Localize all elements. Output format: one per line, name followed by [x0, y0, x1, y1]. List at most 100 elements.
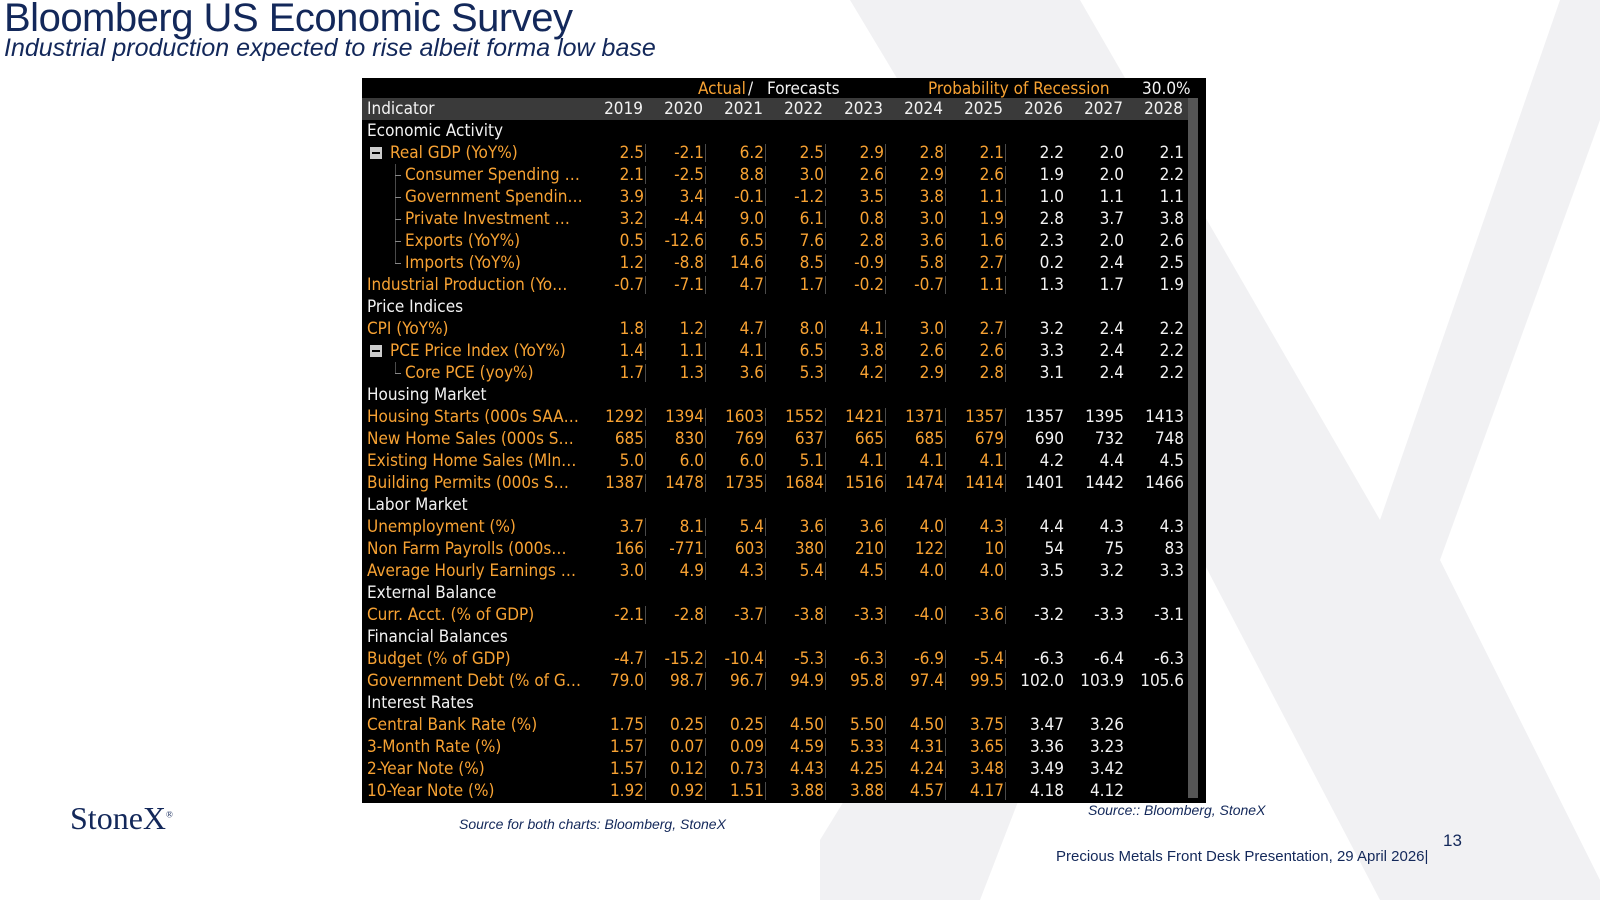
- value-cell: 75: [1104, 539, 1124, 559]
- tree-line: [395, 252, 396, 263]
- header-bg: [362, 98, 1188, 120]
- value-cell: 1413: [1145, 407, 1184, 427]
- column-separator: [1005, 320, 1006, 338]
- value-cell: 4.57: [909, 781, 944, 801]
- value-cell: 0.25: [729, 715, 764, 735]
- column-separator: [765, 188, 766, 206]
- value-cell: 603: [734, 539, 764, 559]
- value-cell: 3.42: [1089, 759, 1124, 779]
- column-separator: [765, 254, 766, 272]
- value-cell: 3.0: [919, 319, 944, 339]
- column-separator: [945, 672, 946, 690]
- row-label: Budget (% of GDP): [367, 649, 511, 669]
- value-cell: -3.8: [794, 605, 824, 625]
- tree-line: [395, 263, 401, 264]
- column-separator: [825, 320, 826, 338]
- row-label: Curr. Acct. (% of GDP): [367, 605, 535, 625]
- value-cell: 1603: [725, 407, 764, 427]
- column-separator: [1005, 760, 1006, 778]
- value-cell: 3.6: [919, 231, 944, 251]
- value-cell: 8.1: [679, 517, 704, 537]
- value-cell: 4.50: [789, 715, 824, 735]
- column-separator: [705, 320, 706, 338]
- value-cell: 102.0: [1020, 671, 1064, 691]
- value-cell: 1.1: [1099, 187, 1124, 207]
- value-cell: 1.1: [979, 187, 1004, 207]
- section-header: External Balance: [367, 583, 497, 603]
- value-cell: 2.8: [1039, 209, 1064, 229]
- column-separator: [825, 430, 826, 448]
- value-cell: 3.48: [969, 759, 1004, 779]
- column-separator: [945, 166, 946, 184]
- column-separator: [765, 716, 766, 734]
- column-header: 2020: [664, 99, 703, 119]
- column-separator: [1005, 738, 1006, 756]
- column-separator: [765, 452, 766, 470]
- value-cell: 4.31: [909, 737, 944, 757]
- value-cell: 4.1: [739, 341, 764, 361]
- column-separator: [825, 144, 826, 162]
- value-cell: 0.25: [669, 715, 704, 735]
- tree-line: [395, 175, 401, 176]
- value-cell: 1.1: [1159, 187, 1184, 207]
- value-cell: 4.2: [859, 363, 884, 383]
- value-cell: 1414: [965, 473, 1004, 493]
- value-cell: 2.2: [1039, 143, 1064, 163]
- value-cell: -0.9: [854, 253, 884, 273]
- column-separator: [645, 650, 646, 668]
- value-cell: 380: [794, 539, 824, 559]
- value-cell: 3.6: [799, 517, 824, 537]
- scrollbar: [1188, 98, 1198, 798]
- value-cell: -7.1: [674, 275, 704, 295]
- value-cell: 1.1: [679, 341, 704, 361]
- column-separator: [885, 474, 886, 492]
- value-cell: 3.8: [859, 341, 884, 361]
- tree-line: [395, 373, 401, 374]
- column-separator: [825, 166, 826, 184]
- value-cell: 1357: [1025, 407, 1064, 427]
- column-separator: [765, 210, 766, 228]
- column-separator: [1005, 562, 1006, 580]
- column-separator: [645, 606, 646, 624]
- row-label: Existing Home Sales (Mln…: [367, 451, 577, 471]
- tree-line: [395, 219, 401, 220]
- tree-line: [395, 241, 401, 242]
- source-note: Source for both charts: Bloomberg, Stone…: [459, 816, 726, 832]
- value-cell: 1.3: [1039, 275, 1064, 295]
- value-cell: 4.3: [739, 561, 764, 581]
- value-cell: 6.1: [799, 209, 824, 229]
- column-separator: [645, 672, 646, 690]
- column-separator: [705, 166, 706, 184]
- value-cell: 1.57: [609, 737, 644, 757]
- column-separator: [705, 430, 706, 448]
- column-separator: [945, 276, 946, 294]
- row-label: New Home Sales (000s S…: [367, 429, 574, 449]
- value-cell: 3.3: [1039, 341, 1064, 361]
- column-separator: [945, 650, 946, 668]
- value-cell: 2.1: [619, 165, 644, 185]
- column-separator: [645, 232, 646, 250]
- value-cell: -4.4: [674, 209, 704, 229]
- value-cell: 3.23: [1089, 737, 1124, 757]
- slide-title: Bloomberg US Economic Survey: [4, 0, 573, 40]
- column-separator: [885, 672, 886, 690]
- column-separator: [765, 606, 766, 624]
- value-cell: 4.50: [909, 715, 944, 735]
- value-cell: 3.26: [1089, 715, 1124, 735]
- value-cell: 98.7: [669, 671, 704, 691]
- economic-survey-table: Actual / Forecasts Probability of Recession…: [362, 78, 1206, 803]
- column-separator: [705, 738, 706, 756]
- column-separator: [1005, 342, 1006, 360]
- column-separator: [945, 540, 946, 558]
- row-label: Private Investment …: [405, 209, 570, 229]
- column-separator: [825, 760, 826, 778]
- value-cell: 1387: [605, 473, 644, 493]
- value-cell: 3.36: [1029, 737, 1064, 757]
- column-separator: [705, 540, 706, 558]
- value-cell: -3.1: [1154, 605, 1184, 625]
- value-cell: 5.8: [919, 253, 944, 273]
- column-header: 2021: [724, 99, 763, 119]
- value-cell: 3.6: [739, 363, 764, 383]
- row-label: Imports (YoY%): [405, 253, 521, 273]
- value-cell: 105.6: [1140, 671, 1184, 691]
